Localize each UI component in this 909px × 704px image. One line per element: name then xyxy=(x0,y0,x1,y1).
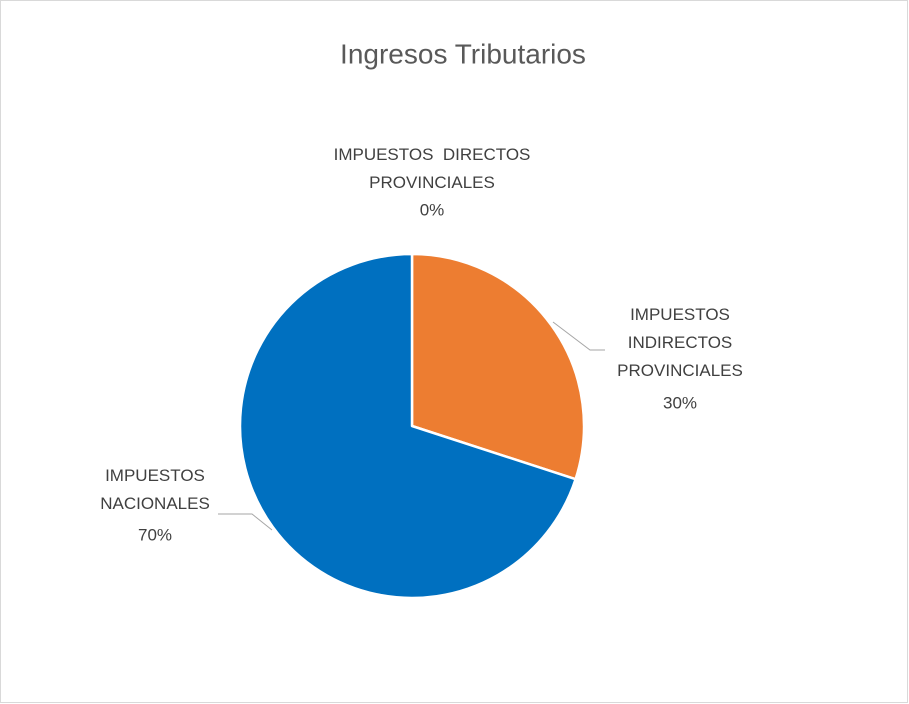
category-label: IMPUESTOS NACIONALES xyxy=(100,466,210,513)
chart-title: Ingresos Tributarios xyxy=(340,38,586,69)
data-label-box: IMPUESTOS INDIRECTOS PROVINCIALES xyxy=(617,305,743,380)
data-label-box: IMPUESTOS DIRECTOS PROVINCIALES xyxy=(333,145,536,192)
percent-label: 0% xyxy=(420,200,445,219)
data-label-box: IMPUESTOS NACIONALES xyxy=(100,466,210,513)
pie-slice xyxy=(410,252,586,481)
percent-label: 30% xyxy=(663,393,697,412)
leader-line xyxy=(552,321,605,351)
category-label: IMPUESTOS DIRECTOS PROVINCIALES xyxy=(333,145,536,192)
pie-slice xyxy=(238,252,577,600)
leader-line xyxy=(218,513,273,531)
category-label: IMPUESTOS INDIRECTOS PROVINCIALES xyxy=(617,305,743,380)
percent-label: 70% xyxy=(138,525,172,544)
